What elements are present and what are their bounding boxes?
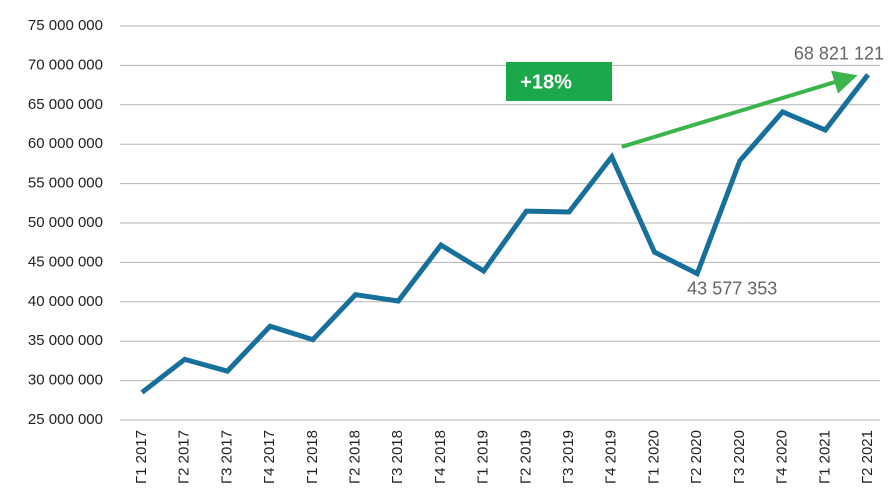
- x-tick-label: Г3 2019: [560, 430, 577, 484]
- value-label: 43 577 353: [687, 278, 777, 298]
- x-tick-label: Г3 2018: [389, 430, 406, 484]
- x-tick-label: Г3 2020: [731, 430, 748, 484]
- x-tick-label: Г4 2017: [261, 430, 278, 484]
- y-tick-label: 55 000 000: [28, 175, 103, 192]
- y-tick-label: 75 000 000: [28, 17, 103, 34]
- x-tick-label: Г1 2019: [475, 430, 492, 484]
- value-label: 68 821 121: [794, 43, 884, 63]
- x-tick-label: Г4 2020: [774, 430, 791, 484]
- annotation-box: [506, 62, 612, 101]
- y-tick-label: 35 000 000: [28, 332, 103, 349]
- trend-arrow: [621, 70, 858, 149]
- x-tick-label: Г2 2021: [859, 430, 876, 484]
- x-tick-label: Г2 2018: [346, 430, 363, 484]
- y-tick-label: 60 000 000: [28, 135, 103, 152]
- annotation-text: +18%: [520, 71, 572, 93]
- x-tick-label: Г1 2020: [645, 430, 662, 484]
- x-tick-label: Г1 2017: [133, 430, 150, 484]
- x-tick-label: Г3 2017: [218, 430, 235, 484]
- x-tick-label: Г4 2018: [432, 430, 449, 484]
- y-tick-label: 45 000 000: [28, 253, 103, 270]
- y-tick-label: 50 000 000: [28, 214, 103, 231]
- x-tick-label: Г1 2021: [816, 430, 833, 484]
- y-tick-label: 25 000 000: [28, 411, 103, 428]
- y-tick-label: 30 000 000: [28, 372, 103, 389]
- x-tick-label: Г4 2019: [603, 430, 620, 484]
- x-tick-label: Г2 2020: [688, 430, 705, 484]
- x-tick-label: Г1 2018: [304, 430, 321, 484]
- y-tick-label: 40 000 000: [28, 293, 103, 310]
- x-tick-label: Г2 2019: [517, 430, 534, 484]
- x-tick-label: Г2 2017: [176, 430, 193, 484]
- data-line: [140, 73, 870, 395]
- y-tick-label: 70 000 000: [28, 56, 103, 73]
- y-tick-label: 65 000 000: [28, 96, 103, 113]
